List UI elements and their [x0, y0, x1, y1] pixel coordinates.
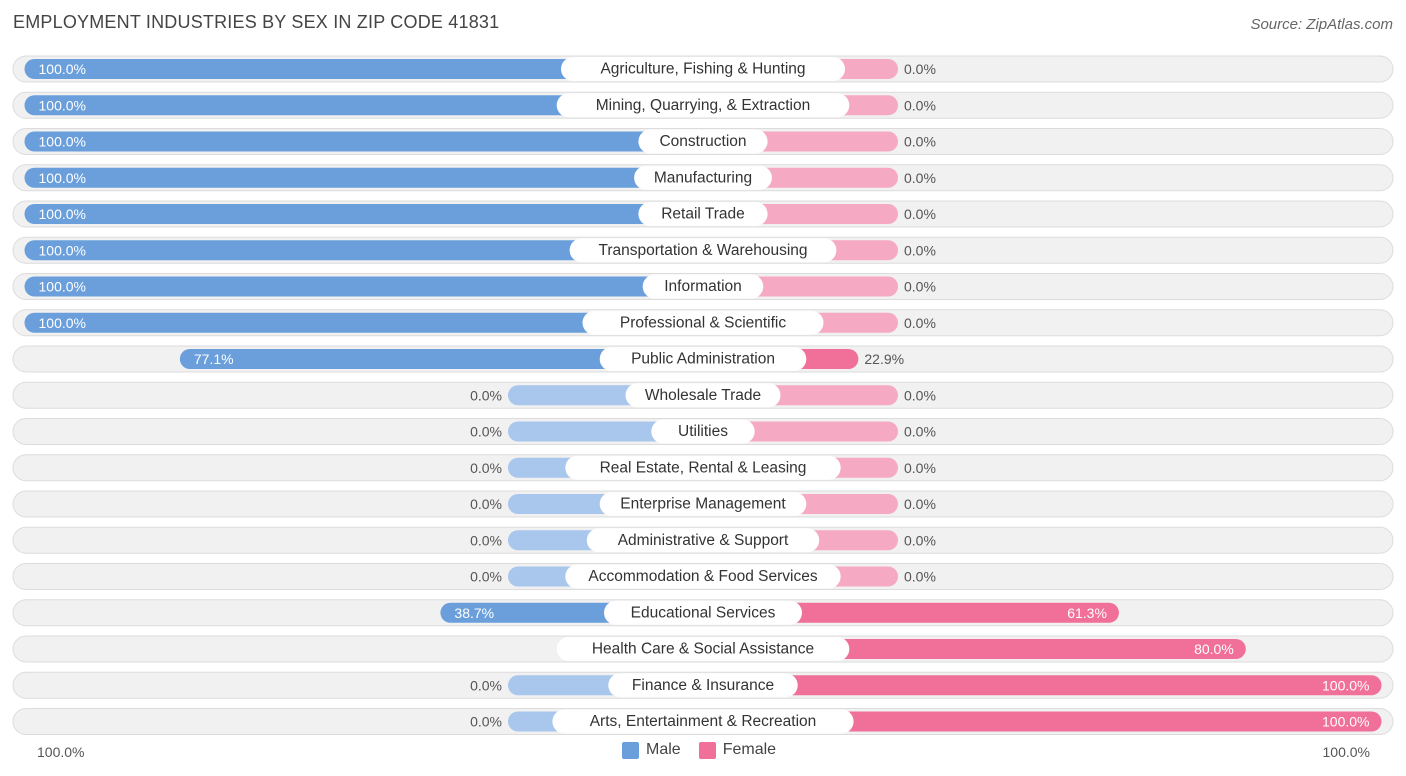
chart-title: EMPLOYMENT INDUSTRIES BY SEX IN ZIP CODE… [13, 12, 500, 32]
male-value-label: 0.0% [470, 496, 502, 512]
category-label: Construction [659, 133, 746, 150]
female-value-label: 100.0% [1322, 677, 1369, 693]
category-pill [582, 310, 824, 335]
male-bar [24, 59, 703, 79]
category-label: Mining, Quarrying, & Extraction [596, 97, 811, 114]
male-bar [24, 240, 703, 261]
category-label: Arts, Entertainment & Recreation [590, 713, 817, 730]
legend-male-swatch [622, 741, 639, 759]
male-value-label: 0.0% [470, 677, 502, 693]
legend-female-label: Female [722, 741, 777, 758]
legend-male: Male [622, 741, 681, 759]
category-pill [561, 57, 845, 81]
male-bar [24, 131, 703, 152]
category-pill [634, 165, 772, 190]
category-pill [608, 673, 798, 698]
male-value-label: 0.0% [470, 424, 502, 440]
male-bar [24, 95, 703, 116]
category-label: Wholesale Trade [645, 387, 761, 404]
category-pill [604, 600, 802, 625]
male-value-label: 100.0% [39, 97, 86, 113]
male-value-label: 100.0% [39, 315, 86, 331]
category-pill [638, 202, 768, 226]
female-bar [703, 675, 1382, 696]
female-value-label: 0.0% [904, 61, 936, 77]
female-value-label: 0.0% [904, 496, 936, 512]
female-value-label: 100.0% [1322, 714, 1369, 730]
male-bar [24, 312, 703, 333]
male-value-label: 100.0% [39, 170, 86, 186]
male-value-label: 0.0% [470, 387, 502, 403]
category-pill [599, 347, 807, 371]
category-label: Agriculture, Fishing & Hunting [600, 61, 805, 78]
category-pill [586, 528, 820, 553]
category-label: Utilities [678, 423, 728, 440]
category-label: Transportation & Warehousing [598, 242, 807, 259]
category-pill [642, 274, 764, 299]
category-pill [565, 455, 841, 480]
legend-female: Female [698, 741, 777, 759]
category-pill [556, 637, 850, 661]
female-value-label: 0.0% [904, 242, 936, 258]
female-value-label: 0.0% [904, 387, 936, 403]
male-bar [24, 204, 703, 224]
category-label: Public Administration [631, 351, 775, 368]
female-value-label: 0.0% [904, 134, 936, 150]
category-label: Accommodation & Food Services [588, 568, 817, 585]
category-pill [599, 492, 807, 516]
legend-male-label: Male [646, 741, 681, 758]
male-value-label: 77.1% [194, 351, 234, 367]
female-value-label: 0.0% [904, 170, 936, 186]
male-value-label: 100.0% [39, 206, 86, 222]
category-label: Enterprise Management [620, 496, 786, 513]
male-value-label: 38.7% [454, 605, 494, 621]
category-pill [638, 129, 768, 154]
female-value-label: 0.0% [904, 206, 936, 222]
male-value-label: 100.0% [39, 61, 86, 77]
female-value-label: 61.3% [1067, 605, 1107, 621]
category-label: Manufacturing [654, 169, 752, 186]
legend-female-swatch [698, 741, 716, 759]
category-label: Real Estate, Rental & Leasing [600, 459, 807, 476]
female-value-label: 80.0% [1194, 641, 1234, 657]
female-value-label: 0.0% [904, 315, 936, 331]
male-bar [24, 276, 703, 297]
category-label: Administrative & Support [618, 532, 789, 549]
male-value-label: 100.0% [39, 242, 86, 258]
female-value-label: 0.0% [904, 569, 936, 585]
male-bar [179, 349, 704, 369]
male-value-label: 0.0% [470, 532, 502, 548]
category-label: Educational Services [631, 604, 776, 621]
male-value-label: 0.0% [470, 460, 502, 476]
category-pill [625, 383, 781, 408]
female-value-label: 0.0% [904, 424, 936, 440]
female-value-label: 0.0% [904, 279, 936, 295]
female-value-label: 0.0% [904, 97, 936, 113]
female-value-label: 22.9% [864, 351, 904, 367]
male-value-label: 100.0% [39, 134, 86, 150]
male-value-label: 0.0% [470, 714, 502, 730]
category-pill [565, 564, 841, 589]
female-value-label: 0.0% [904, 460, 936, 476]
male-value-label: 0.0% [470, 569, 502, 585]
category-label: Health Care & Social Assistance [592, 641, 814, 658]
category-pill [556, 93, 850, 118]
female-bar [703, 711, 1382, 732]
female-value-label: 0.0% [904, 532, 936, 548]
category-label: Finance & Insurance [632, 677, 774, 694]
category-label: Professional & Scientific [620, 314, 787, 331]
male-value-label: 100.0% [39, 279, 86, 295]
category-label: Information [664, 278, 742, 295]
category-pill [552, 709, 854, 734]
category-pill [651, 419, 755, 444]
male-bar [24, 167, 703, 188]
category-pill [569, 238, 837, 263]
source-credit: Source: ZipAtlas.com [1250, 16, 1393, 33]
female-bar [703, 602, 1119, 623]
category-label: Retail Trade [661, 206, 745, 223]
legend: Male Female [622, 741, 786, 759]
axis-left-label: 100.0% [37, 744, 85, 760]
axis-right-label: 100.0% [1322, 744, 1370, 760]
